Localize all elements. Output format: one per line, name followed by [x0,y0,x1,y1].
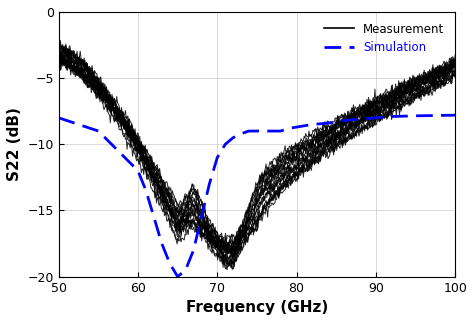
Simulation [286,127,292,130]
Simulation [230,136,236,140]
Simulation [238,132,244,136]
Simulation [373,116,379,120]
Simulation [389,115,394,118]
X-axis label: Frequency (GHz): Frequency (GHz) [186,300,328,315]
Simulation [175,275,181,279]
Simulation [278,129,283,133]
Simulation [135,169,141,173]
Simulation [341,118,347,122]
Simulation [207,182,212,186]
Simulation [159,242,164,245]
Simulation [56,116,62,120]
Simulation [413,114,419,118]
Simulation [262,129,268,133]
Simulation [326,121,331,125]
Line: Simulation: Simulation [59,115,455,277]
Simulation [246,129,252,133]
Y-axis label: S22 (dB): S22 (dB) [7,107,22,181]
Simulation [143,189,149,193]
Simulation [310,122,315,126]
Simulation [191,248,196,252]
Simulation [183,268,189,272]
Simulation [151,215,157,219]
Simulation [96,129,101,133]
Simulation [452,113,458,117]
Simulation [254,129,260,133]
Simulation [294,125,300,129]
Simulation [222,142,228,146]
Simulation [199,215,204,219]
Simulation [357,117,363,121]
Simulation [167,261,173,265]
Simulation [214,156,220,159]
Simulation [270,129,275,133]
Legend: Measurement, Simulation: Measurement, Simulation [319,18,449,59]
